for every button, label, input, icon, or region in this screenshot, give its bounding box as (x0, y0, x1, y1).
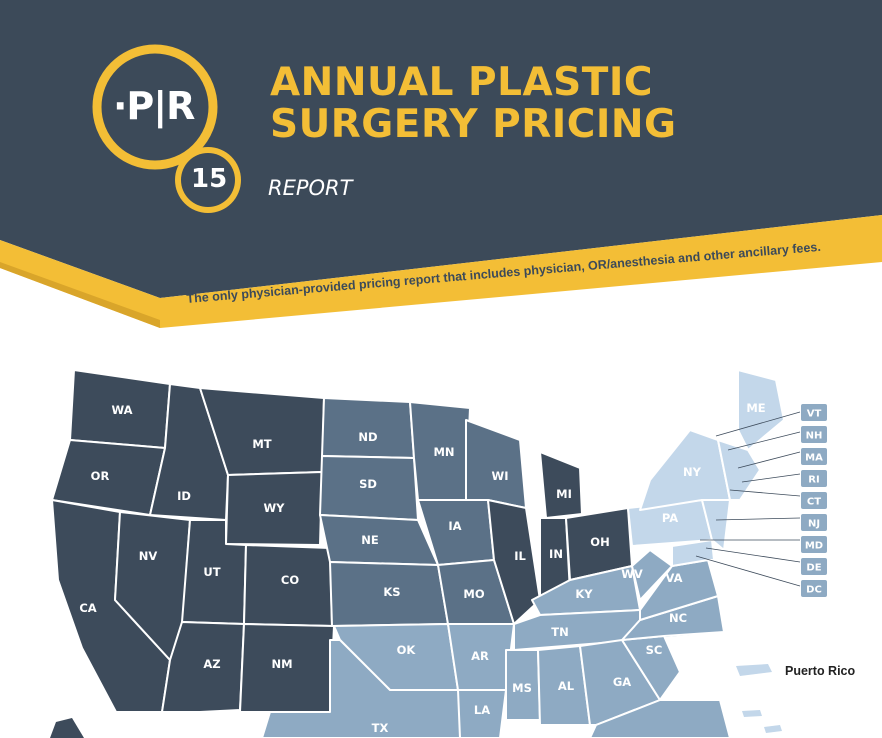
island-shape (742, 710, 762, 717)
state-label-la: LA (474, 703, 490, 717)
state-ND (321, 397, 415, 459)
state-FL-part (589, 699, 731, 738)
ne-label-box-ct (801, 492, 827, 509)
state-MI (539, 451, 583, 519)
state-label-or: OR (91, 469, 110, 483)
ne-label-nj: NJ (808, 519, 820, 530)
ne-label-box-vt (801, 404, 827, 421)
ne-label-box-ri (801, 470, 827, 487)
state-label-id: ID (177, 489, 191, 503)
state-label-tx: TX (372, 721, 389, 735)
state-label-oh: OH (590, 535, 609, 549)
ne-label-ri: RI (808, 475, 819, 486)
state-label-nv: NV (139, 549, 158, 563)
ne-label-box-de (801, 558, 827, 575)
state-label-mt: MT (252, 437, 271, 451)
state-label-az: AZ (203, 657, 220, 671)
ne-label-box-nj (801, 514, 827, 531)
state-KY (531, 565, 641, 616)
ne-label-ct: CT (807, 497, 821, 508)
ne-label-vt: VT (807, 409, 822, 420)
puerto-rico-label: Puerto Rico (785, 664, 856, 678)
state-label-ut: UT (203, 565, 220, 579)
state-label-sc: SC (646, 643, 663, 657)
state-label-mo: MO (463, 587, 484, 601)
state-LA (457, 689, 507, 738)
state-label-in: IN (549, 547, 563, 561)
state-NJ-area (701, 499, 731, 551)
state-label-ms: MS (512, 681, 532, 695)
state-label-wi: WI (492, 469, 509, 483)
report-subtitle: REPORT (268, 176, 353, 200)
state-label-me: ME (746, 401, 765, 415)
state-AK-part (50, 718, 84, 738)
ne-label-box-ma (801, 448, 827, 465)
report-title-line2: SURGERY PRICING (270, 102, 677, 147)
ne-label-ma: MA (805, 453, 823, 464)
ne-label-md: MD (805, 541, 823, 552)
state-TX (261, 639, 471, 738)
state-label-ca: CA (79, 601, 96, 615)
state-label-nd: ND (358, 430, 377, 444)
state-label-il: IL (514, 549, 526, 563)
state-label-ny: NY (683, 465, 702, 479)
ne-label-de: DE (806, 563, 821, 574)
state-label-wv: WV (621, 567, 643, 581)
header-banner (0, 0, 882, 328)
state-label-nm: NM (271, 657, 292, 671)
state-label-ga: GA (613, 675, 631, 689)
state-label-ar: AR (471, 649, 489, 663)
ne-label-box-dc (801, 580, 827, 597)
puerto-rico-shape (736, 664, 772, 676)
ne-label-dc: DC (806, 585, 822, 596)
state-label-co: CO (281, 573, 299, 587)
state-label-nc: NC (669, 611, 687, 625)
state-WI (465, 419, 527, 509)
state-label-wa: WA (111, 403, 132, 417)
state-label-ne: NE (361, 533, 379, 547)
state-ME (737, 369, 785, 451)
island-shape (764, 725, 782, 733)
state-NE-small (717, 439, 761, 501)
state-label-ky: KY (575, 587, 593, 601)
state-label-mi: MI (556, 487, 572, 501)
state-label-tn: TN (551, 625, 568, 639)
state-label-va: VA (665, 571, 682, 585)
state-label-ks: KS (383, 585, 400, 599)
state-label-mn: MN (433, 445, 454, 459)
report-title-line1: ANNUAL PLASTIC (270, 60, 653, 105)
state-label-al: AL (558, 679, 575, 693)
state-label-wy: WY (263, 501, 285, 515)
state-label-pa: PA (662, 511, 678, 525)
ne-label-nh: NH (806, 431, 823, 442)
logo-number: 15 (191, 164, 228, 194)
state-label-sd: SD (359, 477, 377, 491)
logo-text: ·P|R (113, 84, 195, 128)
ne-label-box-nh (801, 426, 827, 443)
state-label-ia: IA (448, 519, 461, 533)
state-NE (319, 514, 439, 566)
logo-rings (92, 44, 241, 213)
state-label-ok: OK (397, 643, 417, 657)
state-VA (639, 559, 719, 621)
state-IL (487, 499, 541, 625)
ne-label-box-md (801, 536, 827, 553)
